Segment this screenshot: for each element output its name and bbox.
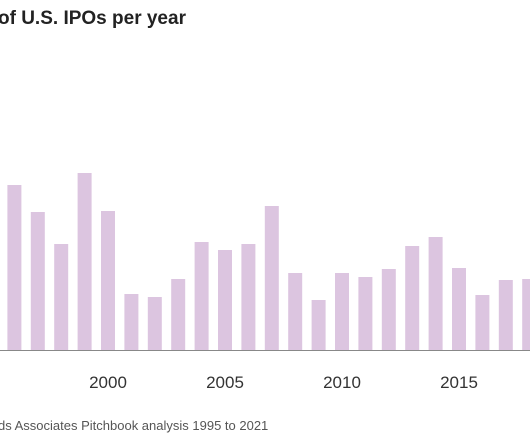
bar-2013: [405, 246, 420, 350]
bar-1996: [7, 185, 22, 350]
bar-1999: [77, 173, 92, 350]
bar-2006: [241, 244, 256, 350]
bar-1998: [54, 244, 69, 350]
bar-2004: [194, 242, 209, 350]
bar-2014: [428, 237, 443, 350]
x-tick-label: 2015: [440, 373, 478, 392]
bar-2007: [264, 206, 279, 350]
source-note: ds Associates Pitchbook analysis 1995 to…: [0, 418, 269, 433]
bar-2010: [335, 273, 349, 350]
bar-2009: [311, 300, 326, 350]
bar-2017: [498, 280, 513, 350]
chart-title: of U.S. IPOs per year: [0, 8, 186, 29]
x-tick-label: 2000: [89, 373, 127, 392]
bar-2005: [218, 250, 232, 350]
bar-2003: [171, 279, 186, 350]
bar-1997: [30, 212, 45, 350]
bar-2018: [522, 279, 530, 350]
bar-2002: [147, 297, 162, 350]
bar-2012: [381, 269, 396, 350]
x-tick-label: 2010: [323, 373, 361, 392]
bar-2016: [475, 295, 490, 350]
bar-2008: [288, 273, 303, 350]
bar-2011: [358, 277, 373, 350]
bar-2015: [452, 268, 466, 350]
x-tick-label: 2005: [206, 373, 244, 392]
bar-2001: [124, 294, 139, 350]
bar-2000: [101, 211, 115, 350]
